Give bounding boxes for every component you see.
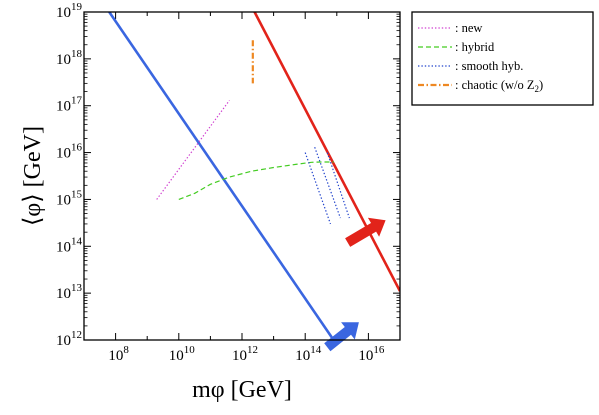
- x-tick-label: 1010: [169, 344, 196, 364]
- y-tick-label: 1015: [56, 188, 83, 208]
- series-layer: [108, 12, 400, 340]
- x-tick-label: 1012: [232, 344, 258, 364]
- series-line-hybrid: [178, 161, 334, 200]
- plot-frame: [83, 11, 401, 341]
- y-tick-label: 1018: [56, 48, 83, 68]
- y-tick-label: 1019: [56, 1, 83, 21]
- legend-label: : new: [455, 21, 482, 35]
- y-tick-label: 1016: [56, 142, 83, 162]
- tick-labels: 108 1010 1012 1014 1016 1012 1013 1014 1015 1016 1…: [56, 1, 385, 364]
- y-axis-title: ⟨φ⟩ [GeV]: [20, 126, 46, 226]
- red-arrow: [345, 217, 386, 247]
- series-line-boundary-0: [108, 12, 335, 340]
- legend-label: : hybrid: [455, 40, 495, 54]
- series-line-smooth-hyb-3: [326, 152, 350, 219]
- series-line-smooth-hyb-1: [304, 152, 332, 225]
- series-line-new: [156, 100, 230, 200]
- legend-label: : smooth hyb.: [455, 59, 523, 73]
- legend-label: : chaotic (w/o Z2): [455, 78, 543, 94]
- y-tick-label: 1012: [56, 329, 82, 349]
- y-tick-label: 1017: [56, 95, 83, 115]
- x-tick-label: 108: [108, 344, 129, 364]
- y-tick-label: 1014: [56, 235, 83, 255]
- legend: : new : hybrid : smooth hyb. : chaotic (w/o…: [411, 11, 594, 106]
- blue-arrow: [324, 322, 359, 352]
- x-tick-label: 1016: [358, 344, 385, 364]
- y-tick-label: 1013: [56, 282, 83, 302]
- arrow-layer: [324, 217, 386, 352]
- x-axis-title: mφ [GeV]: [192, 377, 292, 403]
- axis-ticks: [83, 11, 401, 341]
- series-line-boundary-1: [253, 12, 400, 292]
- series-line-smooth-hyb-2: [314, 147, 341, 219]
- x-tick-label: 1014: [295, 344, 322, 364]
